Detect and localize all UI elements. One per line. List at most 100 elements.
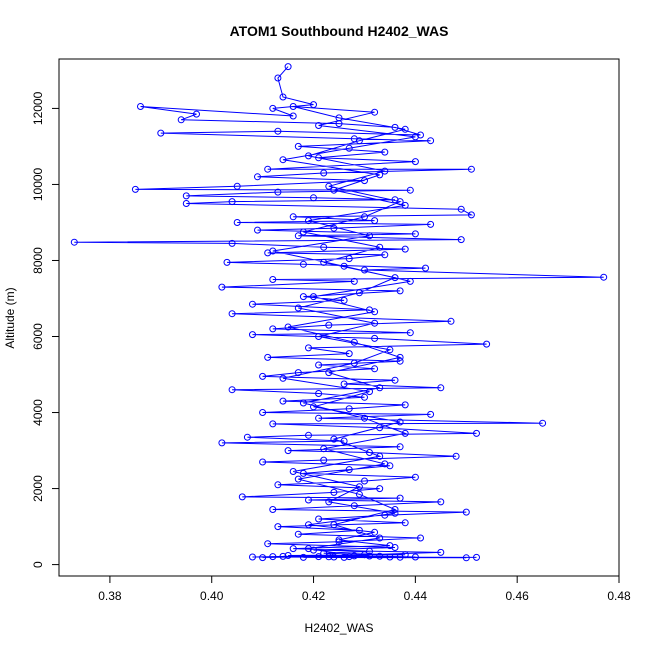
data-point bbox=[269, 276, 277, 283]
data-point bbox=[396, 198, 404, 206]
data-point bbox=[325, 498, 333, 506]
data-point bbox=[396, 553, 404, 561]
y-tick-label: 10000 bbox=[31, 167, 45, 201]
data-point bbox=[401, 401, 409, 409]
y-tick-label: 8000 bbox=[31, 247, 45, 274]
data-point bbox=[279, 93, 287, 101]
data-point bbox=[452, 452, 460, 460]
data-point bbox=[457, 205, 465, 213]
data-point bbox=[483, 340, 491, 348]
data-point bbox=[294, 142, 302, 150]
data-point bbox=[366, 552, 373, 560]
data-point bbox=[391, 123, 399, 131]
data-point bbox=[396, 353, 404, 361]
data-point bbox=[376, 534, 384, 542]
data-point bbox=[457, 236, 465, 244]
data-point bbox=[361, 414, 368, 422]
data-point bbox=[274, 188, 282, 196]
data-point bbox=[279, 552, 287, 560]
data-point bbox=[294, 304, 302, 312]
data-point bbox=[340, 380, 348, 388]
x-axis-label: H2402_WAS bbox=[305, 621, 374, 635]
data-point bbox=[299, 293, 307, 301]
x-axis: 0.38 0.40 0.42 0.44 0.46 0.48 bbox=[98, 575, 631, 603]
data-point bbox=[320, 258, 328, 266]
data-point bbox=[411, 553, 419, 561]
data-point bbox=[305, 521, 312, 529]
data-point bbox=[279, 374, 287, 382]
y-tick-label: 2000 bbox=[31, 475, 45, 502]
data-point bbox=[274, 74, 282, 82]
data-point bbox=[366, 232, 373, 240]
data-point bbox=[315, 390, 323, 397]
data-point bbox=[259, 458, 267, 466]
data-point bbox=[264, 353, 272, 361]
x-tick-label: 0.38 bbox=[98, 589, 122, 603]
data-point bbox=[299, 260, 307, 268]
data-point bbox=[366, 449, 373, 456]
y-tick-label: 6000 bbox=[31, 323, 45, 350]
data-point bbox=[228, 239, 236, 247]
y-axis-label: Altitude (m) bbox=[3, 287, 17, 348]
data-point bbox=[249, 553, 256, 561]
data-point bbox=[269, 553, 277, 561]
data-point bbox=[284, 323, 292, 331]
data-point bbox=[218, 439, 226, 447]
data-point bbox=[345, 405, 353, 413]
data-point bbox=[396, 494, 404, 502]
data-point bbox=[299, 399, 307, 407]
data-point bbox=[539, 419, 547, 427]
data-point bbox=[345, 466, 353, 474]
data-point bbox=[289, 545, 297, 553]
data-point bbox=[462, 554, 470, 562]
data-point bbox=[320, 549, 328, 557]
data-point bbox=[294, 232, 302, 240]
data-point bbox=[371, 334, 379, 342]
data-point bbox=[376, 243, 384, 251]
data-point bbox=[131, 185, 139, 193]
data-point bbox=[310, 403, 317, 411]
x-tick-label: 0.44 bbox=[404, 589, 428, 603]
data-point bbox=[269, 325, 277, 333]
data-point bbox=[340, 553, 348, 561]
data-point bbox=[320, 456, 328, 464]
data-point bbox=[366, 547, 373, 555]
data-point bbox=[269, 506, 277, 513]
data-point bbox=[376, 552, 384, 560]
data-point bbox=[305, 217, 312, 225]
data-point bbox=[355, 490, 363, 498]
data-point bbox=[411, 133, 419, 141]
data-point bbox=[254, 173, 261, 181]
data-point bbox=[315, 515, 323, 523]
data-point bbox=[473, 429, 480, 437]
data-point bbox=[427, 410, 435, 418]
data-point bbox=[269, 247, 277, 255]
data-point bbox=[437, 548, 445, 556]
data-point bbox=[396, 418, 404, 426]
data-point bbox=[350, 277, 358, 285]
data-point bbox=[355, 483, 363, 491]
data-point bbox=[315, 154, 323, 162]
data-point bbox=[371, 308, 379, 316]
data-point bbox=[406, 186, 414, 194]
data-point bbox=[218, 283, 226, 291]
data-point bbox=[157, 129, 165, 137]
x-tick-label: 0.40 bbox=[200, 589, 224, 603]
data-point bbox=[391, 506, 399, 513]
data-point bbox=[401, 201, 409, 209]
data-point bbox=[340, 296, 348, 304]
data-point bbox=[177, 116, 185, 124]
data-point bbox=[310, 546, 317, 554]
data-point bbox=[422, 264, 429, 272]
data-point bbox=[350, 502, 358, 510]
data-point bbox=[320, 169, 328, 177]
data-point bbox=[238, 493, 246, 501]
data-point bbox=[325, 369, 333, 377]
data-point bbox=[228, 198, 236, 206]
data-point bbox=[320, 445, 328, 453]
data-point bbox=[243, 433, 251, 441]
data-point bbox=[259, 409, 267, 416]
data-point bbox=[264, 540, 272, 548]
data-point bbox=[330, 553, 338, 561]
data-point bbox=[315, 122, 323, 129]
